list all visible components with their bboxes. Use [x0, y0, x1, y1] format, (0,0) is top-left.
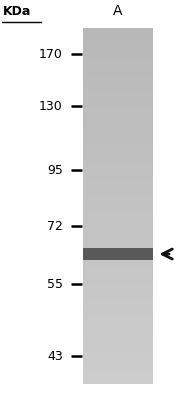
Text: 43: 43: [47, 350, 63, 362]
Text: 170: 170: [39, 48, 63, 61]
Text: 55: 55: [47, 278, 63, 290]
Bar: [83, 248, 152, 260]
Text: KDa: KDa: [3, 5, 32, 18]
Text: A: A: [113, 4, 123, 18]
Text: 130: 130: [39, 100, 63, 113]
Text: 95: 95: [47, 164, 63, 176]
Text: 72: 72: [47, 220, 63, 232]
